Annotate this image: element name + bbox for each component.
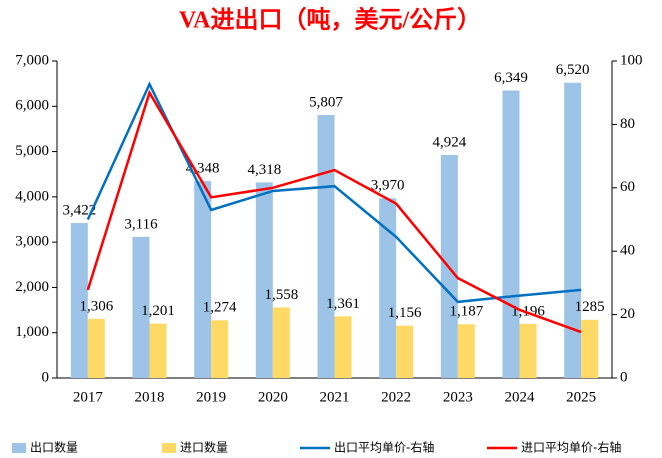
bar <box>502 90 520 378</box>
bar <box>132 236 150 378</box>
bar <box>211 320 229 378</box>
bar <box>457 324 475 378</box>
x-tick-label: 2017 <box>73 389 104 405</box>
data-label: 1,306 <box>79 298 113 314</box>
x-tick-label: 2019 <box>196 389 226 405</box>
legend-label: 出口平均单价-右轴 <box>334 440 434 455</box>
bar <box>581 319 599 378</box>
x-tick-label: 2025 <box>566 389 596 405</box>
y2-tick-label: 60 <box>620 179 635 195</box>
y2-tick-label: 80 <box>620 116 635 132</box>
bar <box>396 325 414 378</box>
data-label: 6,520 <box>556 62 590 78</box>
data-label: 4,348 <box>186 161 220 177</box>
x-tick-label: 2022 <box>381 389 411 405</box>
bar <box>87 318 105 378</box>
data-label: 4,318 <box>247 162 281 178</box>
legend-label: 进口平均单价-右轴 <box>521 440 621 455</box>
y2-tick-label: 20 <box>620 306 635 322</box>
bar <box>149 323 167 378</box>
y-tick-label: 4,000 <box>15 188 49 204</box>
data-label: 1,558 <box>264 287 298 303</box>
bar <box>317 115 335 379</box>
bar <box>519 323 537 378</box>
bar <box>194 181 212 378</box>
data-label: 3,422 <box>62 202 96 218</box>
data-label: 1,187 <box>449 304 483 320</box>
data-label: 1285 <box>575 299 605 315</box>
x-tick-label: 2021 <box>320 389 350 405</box>
bar <box>272 307 290 378</box>
chart-title: VA进出口（吨，美元/公斤） <box>179 6 481 34</box>
data-label: 4,924 <box>432 134 466 150</box>
x-tick-label: 2023 <box>443 389 473 405</box>
bar <box>564 82 582 378</box>
y2-tick-label: 40 <box>620 243 635 259</box>
y-tick-label: 1,000 <box>15 324 49 340</box>
y2-tick-label: 0 <box>620 369 628 385</box>
data-label: 1,201 <box>141 303 175 319</box>
x-tick-label: 2024 <box>505 389 536 405</box>
bar <box>255 182 273 378</box>
y-tick-label: 3,000 <box>15 234 49 250</box>
x-tick-label: 2018 <box>135 389 165 405</box>
bar <box>70 223 88 378</box>
x-tick-label: 2020 <box>258 389 288 405</box>
y-tick-label: 0 <box>42 369 50 385</box>
data-label: 1,156 <box>388 305 422 321</box>
bar <box>334 316 352 378</box>
data-label: 1,361 <box>326 296 360 312</box>
line <box>86 89 582 334</box>
y2-tick-label: 100 <box>620 52 643 68</box>
y-tick-label: 6,000 <box>15 98 49 114</box>
legend-label: 出口数量 <box>30 440 78 455</box>
data-label: 1,274 <box>203 300 237 316</box>
legend-label: 进口数量 <box>180 440 228 455</box>
data-label: 6,349 <box>494 70 528 86</box>
data-label: 3,116 <box>124 216 158 232</box>
data-label: 5,807 <box>309 94 343 110</box>
y-tick-label: 2,000 <box>15 279 49 295</box>
legend-swatch <box>12 443 26 453</box>
y-tick-label: 5,000 <box>15 143 49 159</box>
y-tick-label: 7,000 <box>15 52 49 68</box>
data-label: 3,970 <box>371 178 405 194</box>
legend-swatch <box>162 443 176 453</box>
bar <box>379 198 397 378</box>
